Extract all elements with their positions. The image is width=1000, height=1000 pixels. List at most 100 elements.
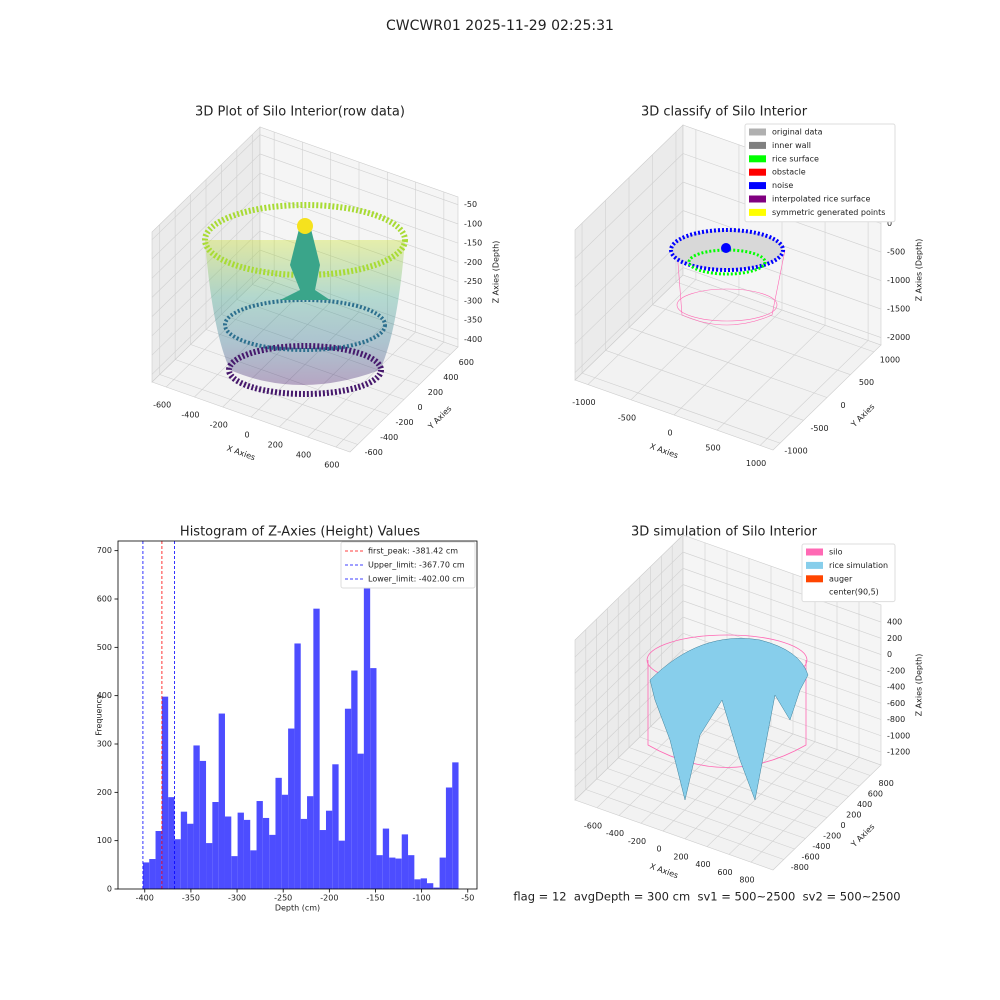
cloud-peak [280, 225, 330, 300]
grid-line [585, 789, 784, 860]
y-tick-label: 0 [417, 403, 422, 412]
y-tick-label: 400 [857, 800, 872, 809]
bar [256, 801, 263, 889]
x-axis-label: Depth (cm) [275, 904, 320, 913]
grid-line [151, 211, 261, 317]
grid-line [628, 747, 828, 818]
y-tick-label: 700 [97, 546, 112, 555]
x-tick-label: 400 [695, 860, 710, 869]
suptitle: CWCWR01 2025-11-29 02:25:31 [386, 18, 614, 34]
point-cloud-illustration [202, 202, 809, 801]
z-axis-label: Z Axies (Depth) [915, 654, 924, 717]
legend-label: rice surface [772, 154, 819, 163]
y-tick-label: -800 [791, 863, 809, 872]
bar [370, 668, 377, 889]
x-tick-label: -600 [153, 401, 171, 410]
bar [275, 777, 282, 889]
legend-label: rice simulation [829, 561, 888, 570]
legend-swatch [806, 548, 823, 556]
y-tick-label: -600 [802, 853, 820, 862]
x-tick-label: 800 [739, 876, 754, 885]
legend-label: inner wall [772, 141, 811, 150]
wire-cylinder [647, 660, 807, 768]
chart-title: 3D simulation of Silo Interior [631, 525, 818, 540]
grid-line [259, 172, 459, 244]
bar [433, 887, 440, 889]
grid-line [605, 350, 804, 421]
x-axis-label: X Axies [649, 862, 680, 881]
z-tick-label: -300 [464, 296, 482, 305]
x-tick-label: -1000 [572, 398, 595, 407]
bar [212, 802, 219, 889]
legend-swatch [749, 128, 766, 136]
x-tick-label: 200 [268, 441, 283, 450]
y-tick-label: 200 [97, 788, 112, 797]
z-tick-label: -1500 [887, 305, 910, 314]
bar [269, 834, 276, 889]
y-tick-label: 600 [459, 358, 474, 367]
x-tick-label: -100 [413, 894, 431, 903]
y-tick-label: 800 [879, 779, 894, 788]
x-tick-label: -200 [628, 837, 646, 846]
wire-cylinder [676, 249, 786, 326]
x-tick-label: -400 [136, 894, 154, 903]
grid-line [175, 359, 374, 430]
bar [187, 823, 194, 889]
grid-line [574, 616, 684, 723]
legend-label: symmetric generated points [772, 208, 885, 217]
grid-line [574, 600, 684, 707]
legend-label: Upper_limit: -367.70 cm [368, 561, 465, 570]
grid-line [628, 327, 828, 398]
chart-title: 3D classify of Silo Interior [641, 105, 808, 120]
bar [218, 713, 225, 889]
cloud-body [205, 240, 405, 385]
bar [262, 817, 270, 889]
x-axis-label: X Axies [649, 442, 680, 461]
grid-line [151, 153, 261, 260]
legend-swatch [749, 141, 766, 149]
grid-line [682, 568, 882, 639]
z-tick-label: -1000 [887, 276, 910, 285]
bar [224, 816, 232, 889]
bar [168, 797, 175, 889]
legend-swatch [806, 561, 823, 569]
chart-title: 3D Plot of Silo Interior(row data) [195, 105, 405, 120]
x-tick-label: 200 [673, 852, 688, 861]
y-tick-label: 500 [859, 378, 874, 387]
z-tick-label: -800 [887, 715, 905, 724]
bar [426, 883, 434, 889]
y-axis-label: Frequency [95, 694, 104, 736]
bar [363, 570, 371, 889]
legend-swatch [749, 168, 766, 176]
legend-label: interpolated rice surface [772, 195, 870, 204]
bar [313, 608, 320, 889]
z-tick-label: 400 [887, 618, 902, 627]
grid-line [675, 281, 875, 353]
grid-line [596, 778, 795, 850]
x-tick-label: -250 [274, 894, 292, 903]
legend-label: Lower_limit: -402.00 cm [368, 575, 465, 584]
y-tick-label: 0 [107, 885, 112, 894]
y-tick-label: 400 [443, 373, 458, 382]
x-tick-label: -500 [618, 413, 636, 422]
legend-swatch [749, 195, 766, 203]
rice-surface [649, 638, 809, 801]
y-tick-label: 0 [840, 401, 845, 410]
grid-line [151, 172, 261, 279]
bar [281, 794, 289, 889]
y-tick-label: 400 [97, 691, 112, 700]
wire-cylinder [676, 288, 778, 322]
legend-swatch [749, 155, 766, 163]
bar [445, 787, 453, 889]
bar [243, 819, 251, 889]
z-tick-label: -1200 [887, 748, 910, 757]
legend-label: obstacle [772, 168, 806, 177]
y-tick-label: -400 [812, 842, 830, 851]
bar [439, 857, 446, 889]
legend-label: first_peak: -381.42 cm [368, 547, 458, 556]
bar [389, 857, 396, 889]
grid-line [682, 267, 882, 338]
bar [250, 850, 257, 889]
x-tick-label: -200 [320, 894, 338, 903]
x-tick-label: -300 [228, 894, 246, 903]
